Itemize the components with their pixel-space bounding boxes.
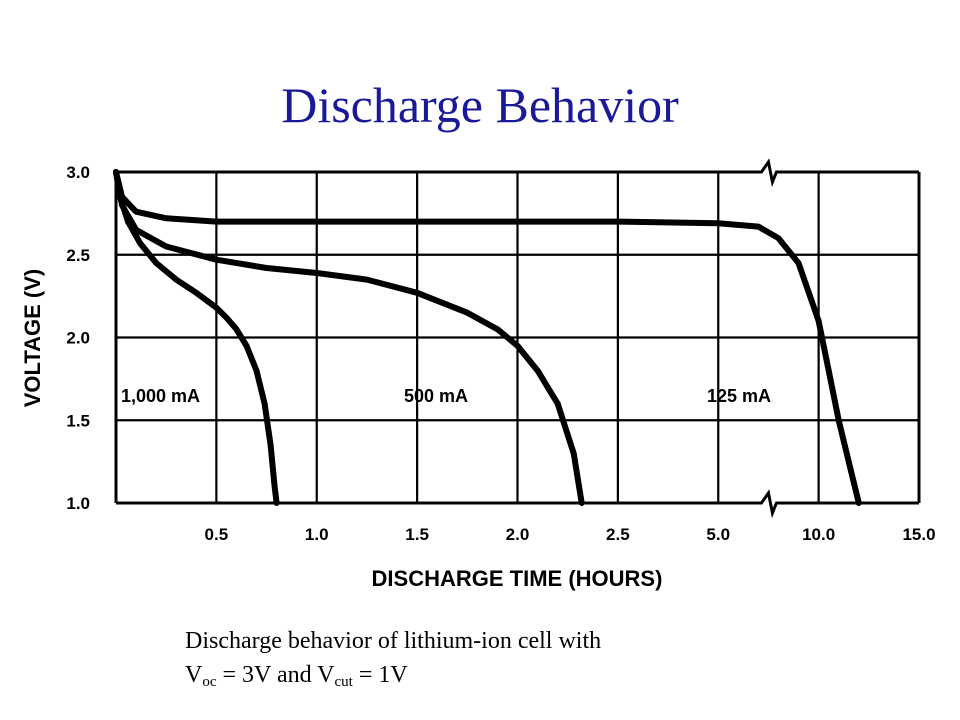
slide-title: Discharge Behavior <box>281 77 679 133</box>
y-tick-label: 1.0 <box>66 494 90 513</box>
chart-ticks: 0.5 1.0 1.5 2.0 2.5 5.0 10.0 15.0 1.0 1.5 2.0 2.5 3.… <box>66 163 935 544</box>
caption-line-1: Discharge behavior of lithium-ion cell w… <box>185 628 602 654</box>
discharge-chart: 0.5 1.0 1.5 2.0 2.5 5.0 10.0 15.0 1.0 1.5 2.0 2.5 3.… <box>20 158 936 591</box>
x-tick-label: 0.5 <box>205 525 229 544</box>
x-axis-title: DISCHARGE TIME (HOURS) <box>372 566 663 591</box>
x-tick-label: 10.0 <box>802 525 835 544</box>
y-tick-label: 2.5 <box>66 246 90 265</box>
voc-value: = 3V and V <box>216 662 335 688</box>
x-tick-label: 5.0 <box>706 525 730 544</box>
series-line-2 <box>113 169 585 506</box>
axis-break-bottom <box>754 489 783 519</box>
series-label-3: 125 mA <box>707 386 771 406</box>
vcut-subscript: cut <box>334 674 353 690</box>
chart-grid <box>114 158 921 519</box>
series-line-1 <box>113 169 280 506</box>
chart-series <box>113 169 862 506</box>
caption-line-2: Voc = 3V and Vcut = 1V <box>185 658 905 692</box>
y-axis-title: VOLTAGE (V) <box>20 269 45 408</box>
x-tick-label: 1.0 <box>305 525 329 544</box>
chart-series-labels: 1,000 mA 500 mA 125 mA <box>121 386 771 406</box>
x-tick-label: 2.5 <box>606 525 630 544</box>
y-tick-label: 2.0 <box>66 329 90 348</box>
series-label-1: 1,000 mA <box>121 386 200 406</box>
series-line-3 <box>113 169 862 506</box>
axis-break-top <box>754 158 783 188</box>
x-tick-label: 1.5 <box>405 525 429 544</box>
vcut-value: = 1V <box>352 662 408 688</box>
chart-caption: Discharge behavior of lithium-ion cell w… <box>185 624 905 692</box>
voc-subscript: oc <box>202 674 217 690</box>
y-tick-label: 1.5 <box>66 411 90 430</box>
series-label-2: 500 mA <box>404 386 468 406</box>
x-tick-label: 15.0 <box>902 525 935 544</box>
x-tick-label: 2.0 <box>506 525 530 544</box>
voc-symbol: V <box>185 662 203 688</box>
y-tick-label: 3.0 <box>66 163 90 182</box>
